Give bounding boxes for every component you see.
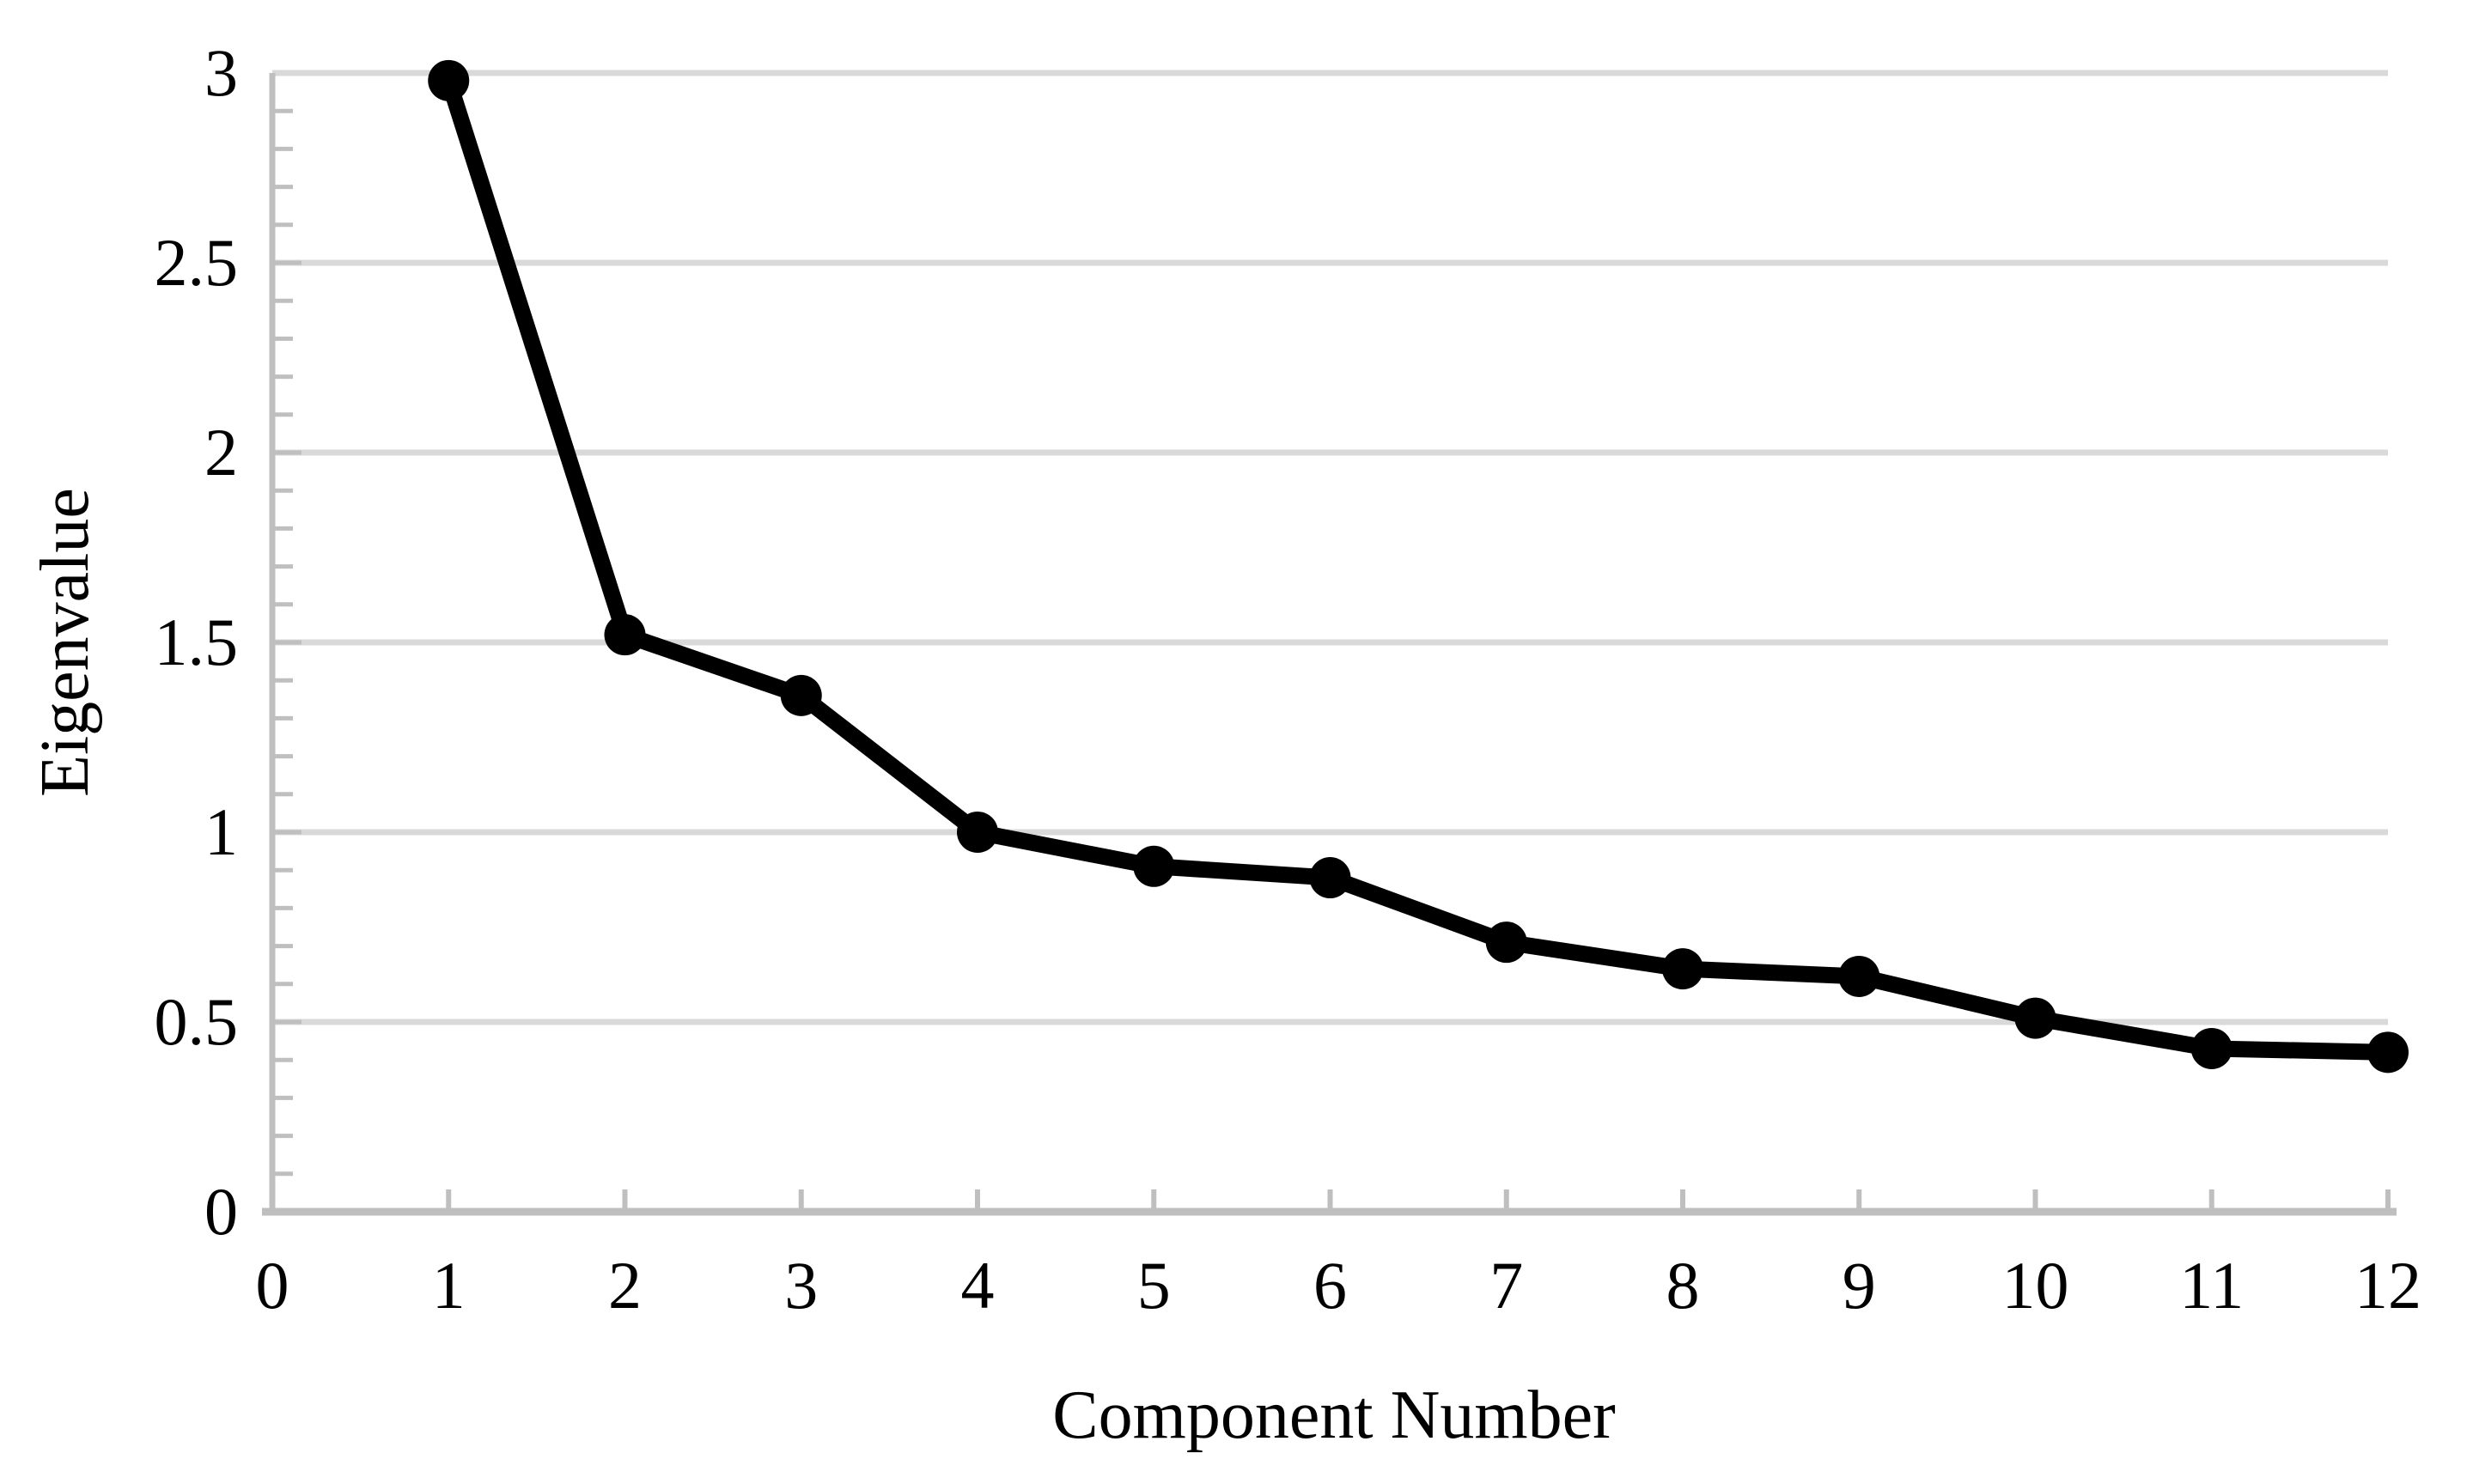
data-point-8 <box>1662 948 1703 990</box>
x-tick-label-8: 8 <box>1666 1248 1700 1323</box>
y-tick-label-2.5: 2.5 <box>155 225 239 300</box>
data-point-markers <box>428 59 2409 1073</box>
x-tick-label-12: 12 <box>2354 1248 2421 1323</box>
tick-labels: 00.511.522.530 1 2 3 4 5 6 7 8 9 10 11 12 <box>155 35 2422 1323</box>
y-axis-title: Eigenvalue <box>27 488 103 797</box>
eigenvalue-line <box>440 72 2397 1061</box>
x-tick-label-0: 0 <box>256 1248 289 1323</box>
data-point-9 <box>1838 955 1880 997</box>
x-tick-label-9: 9 <box>1843 1248 1876 1323</box>
y-tick-label-0: 0 <box>204 1174 238 1249</box>
data-point-4 <box>957 812 998 853</box>
x-ticks <box>270 1189 2391 1212</box>
y-tick-label-3: 3 <box>204 35 238 110</box>
data-point-3 <box>780 674 822 716</box>
data-point-6 <box>1309 857 1351 899</box>
x-tick-label-10: 10 <box>2002 1248 2069 1323</box>
data-point-10 <box>2014 997 2056 1039</box>
x-tick-label-4: 4 <box>961 1248 995 1323</box>
x-tick-label-5: 5 <box>1137 1248 1171 1323</box>
data-point-7 <box>1485 921 1527 964</box>
x-tick-label-1: 1 <box>432 1248 466 1323</box>
eigenvalue-series <box>440 72 2397 1061</box>
data-point-11 <box>2190 1027 2232 1069</box>
x-tick-label-6: 6 <box>1313 1248 1347 1323</box>
y-tick-label-0.5: 0.5 <box>155 984 239 1059</box>
x-axis-title: Component Number <box>1052 1378 1615 1453</box>
y-minor-ticks <box>272 108 302 1177</box>
x-tick-label-2: 2 <box>608 1248 642 1323</box>
y-tick-label-1: 1 <box>204 794 238 869</box>
data-point-5 <box>1133 845 1175 887</box>
y-tick-label-2: 2 <box>204 415 238 490</box>
x-tick-label-3: 3 <box>784 1248 818 1323</box>
x-tick-label-11: 11 <box>2179 1248 2244 1323</box>
data-point-12 <box>2367 1031 2409 1073</box>
x-tick-label-7: 7 <box>1489 1248 1523 1323</box>
y-tick-label-1.5: 1.5 <box>155 605 239 679</box>
data-point-1 <box>428 59 470 101</box>
data-point-2 <box>604 614 646 656</box>
